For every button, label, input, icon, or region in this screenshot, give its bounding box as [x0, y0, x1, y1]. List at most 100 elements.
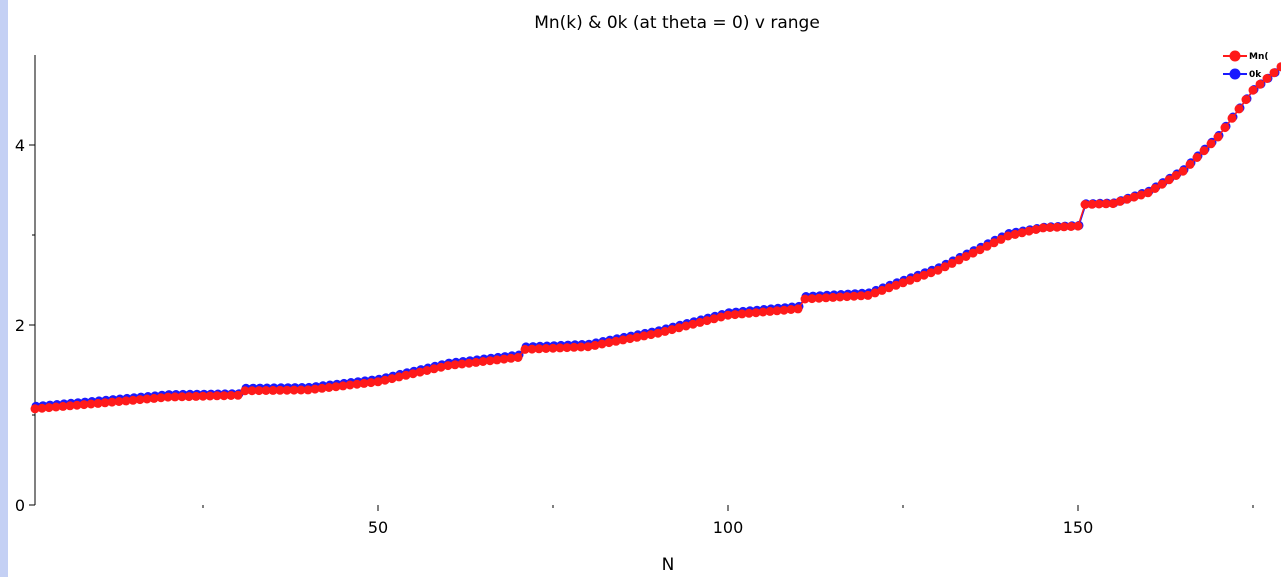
data-point	[296, 385, 306, 395]
data-point	[149, 393, 159, 403]
data-point	[737, 309, 747, 319]
data-point	[422, 366, 432, 375]
data-point	[933, 265, 943, 275]
data-point	[79, 400, 89, 410]
data-point	[849, 291, 859, 301]
data-point	[457, 359, 467, 369]
data-point	[37, 403, 47, 413]
plot-panel: Mn(k) & 0k (at theta = 0) v range 0 2 4 50 1…	[8, 0, 1281, 577]
data-point	[1227, 113, 1237, 123]
data-point	[912, 273, 922, 283]
data-point	[1024, 226, 1034, 236]
data-point	[72, 400, 82, 410]
data-point	[1171, 171, 1181, 180]
data-point	[310, 384, 320, 394]
data-point	[730, 310, 740, 320]
data-point	[401, 370, 411, 380]
data-point	[1045, 223, 1055, 232]
data-point	[940, 262, 950, 272]
data-point	[58, 401, 68, 411]
data-point	[1213, 132, 1223, 142]
data-point	[93, 398, 103, 408]
data-point	[835, 292, 845, 302]
data-point	[1101, 199, 1111, 209]
data-point	[639, 331, 649, 341]
data-point	[1038, 223, 1048, 233]
data-point	[1150, 184, 1160, 193]
data-point	[478, 357, 488, 366]
data-point	[212, 391, 222, 401]
data-point	[688, 319, 698, 329]
data-point	[107, 397, 117, 407]
data-point	[513, 353, 523, 362]
data-point	[499, 354, 509, 364]
data-point	[100, 398, 110, 408]
data-point	[352, 379, 362, 389]
data-point	[1003, 231, 1013, 241]
data-point	[660, 326, 670, 336]
data-point	[1157, 179, 1167, 189]
data-point	[184, 392, 194, 402]
data-point	[247, 386, 257, 396]
data-point	[1108, 199, 1118, 209]
data-point	[345, 380, 355, 390]
data-point	[625, 334, 635, 344]
data-point	[114, 397, 124, 406]
data-point	[163, 392, 173, 402]
data-point	[667, 325, 677, 335]
data-point	[1234, 104, 1244, 114]
data-point	[905, 275, 915, 285]
data-point	[121, 396, 131, 406]
data-point	[317, 383, 327, 393]
data-point	[681, 321, 691, 331]
data-point	[709, 314, 719, 324]
data-point	[1192, 153, 1202, 162]
data-point	[492, 355, 502, 365]
data-point	[821, 293, 831, 303]
series-layer	[30, 62, 1281, 414]
data-point	[863, 290, 873, 300]
y-tick-label: 2	[15, 316, 25, 335]
data-point	[415, 367, 425, 377]
data-point	[303, 385, 313, 395]
data-point	[450, 360, 460, 370]
data-point	[1164, 175, 1174, 185]
data-point	[324, 383, 334, 392]
data-point	[226, 391, 236, 400]
data-point	[408, 369, 418, 379]
data-point	[870, 288, 880, 298]
data-point	[814, 293, 824, 303]
data-point	[975, 245, 985, 255]
data-point	[786, 305, 796, 314]
data-point	[240, 386, 250, 396]
data-point	[1031, 225, 1041, 234]
data-point	[380, 375, 390, 385]
data-point	[1080, 200, 1090, 209]
data-point	[1199, 146, 1209, 156]
data-point	[86, 399, 96, 409]
x-axis-title: N	[662, 555, 675, 575]
data-point	[807, 294, 817, 304]
data-point	[1087, 199, 1097, 209]
data-point	[891, 280, 901, 290]
data-point	[646, 330, 656, 340]
data-point	[1220, 123, 1230, 133]
data-point	[1206, 139, 1216, 149]
data-point	[65, 401, 75, 411]
data-point	[898, 278, 908, 288]
data-point	[156, 393, 166, 403]
legend-label: 0k	[1249, 70, 1262, 80]
data-point	[877, 285, 887, 295]
x-tick-label: 150	[1063, 518, 1094, 537]
data-point	[1052, 222, 1062, 232]
data-point	[947, 258, 957, 268]
data-point	[1262, 74, 1272, 83]
data-point	[261, 386, 271, 395]
data-point	[1136, 190, 1146, 200]
data-point	[1094, 199, 1104, 209]
data-point	[205, 391, 215, 401]
data-point	[1129, 192, 1139, 202]
data-point	[793, 304, 803, 314]
series-mn	[30, 62, 1281, 414]
data-point	[1276, 62, 1281, 72]
